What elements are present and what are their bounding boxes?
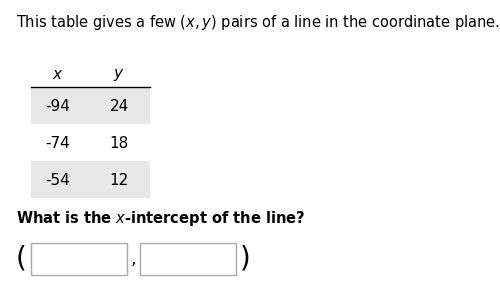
Text: (: ( xyxy=(16,245,26,273)
Text: 12: 12 xyxy=(110,173,129,188)
Text: -94: -94 xyxy=(46,99,70,114)
Text: $x$: $x$ xyxy=(52,67,64,82)
Text: 24: 24 xyxy=(110,99,129,114)
FancyBboxPatch shape xyxy=(140,243,236,275)
Text: ,: , xyxy=(130,250,136,268)
Text: $y$: $y$ xyxy=(114,67,125,83)
Text: -74: -74 xyxy=(46,136,70,151)
FancyBboxPatch shape xyxy=(31,243,127,275)
Text: ): ) xyxy=(240,245,251,273)
Text: 18: 18 xyxy=(110,136,129,151)
FancyBboxPatch shape xyxy=(31,87,150,124)
Text: What is the $x$-intercept of the line?: What is the $x$-intercept of the line? xyxy=(16,209,304,228)
Text: This table gives a few $(x, y)$ pairs of a line in the coordinate plane.: This table gives a few $(x, y)$ pairs of… xyxy=(16,13,500,32)
FancyBboxPatch shape xyxy=(31,161,150,198)
Text: -54: -54 xyxy=(46,173,70,188)
